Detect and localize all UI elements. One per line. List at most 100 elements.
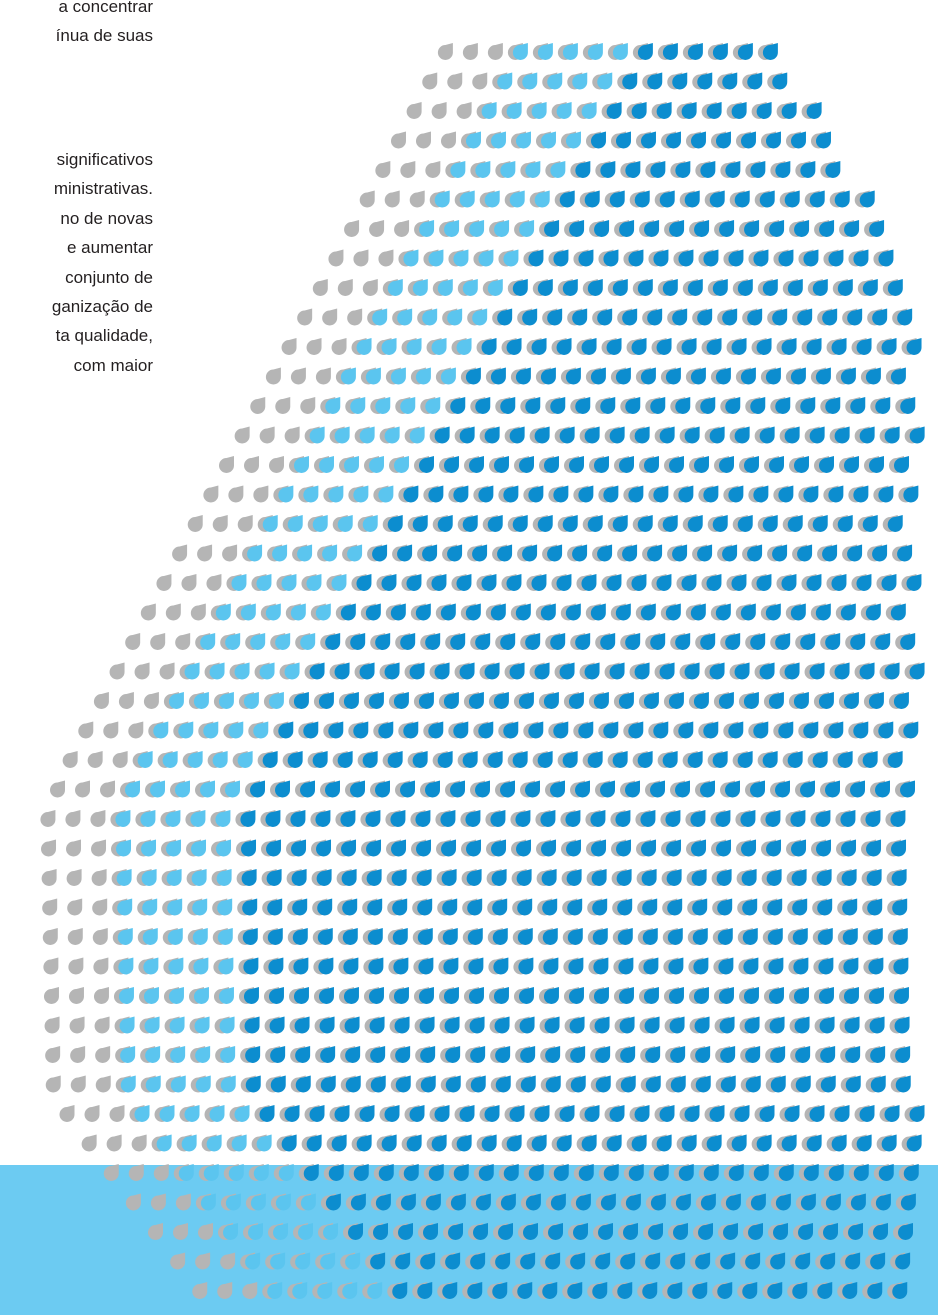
water-drop-shape xyxy=(597,308,613,326)
water-drop-shape xyxy=(406,574,422,591)
water-drop-shape xyxy=(550,780,565,798)
water-drop-shape xyxy=(275,780,290,798)
water-drop-shape xyxy=(295,1046,311,1063)
water-drop-shape xyxy=(447,544,463,562)
water-drop-shape xyxy=(192,898,208,916)
water-drop-shape xyxy=(581,574,597,591)
water-drop-shape xyxy=(743,987,759,1004)
water-drop-shape xyxy=(253,1164,269,1181)
water-drop-shape xyxy=(693,456,709,474)
water-drop-shape xyxy=(803,249,819,267)
water-drop-shape xyxy=(256,1134,272,1152)
water-drop-shape xyxy=(450,780,465,798)
water-drop-shape xyxy=(634,190,650,208)
water-drop-shape xyxy=(375,161,391,178)
water-drop-shape xyxy=(447,72,463,90)
water-drop-shape xyxy=(875,780,891,798)
water-drop-shape xyxy=(642,928,658,946)
water-drop-shape xyxy=(381,1134,397,1152)
water-drop-shape xyxy=(242,1282,258,1300)
water-drop-shape xyxy=(578,249,594,267)
water-drop-shape xyxy=(684,662,700,680)
water-drop-shape xyxy=(425,633,441,651)
water-drop-shape xyxy=(265,810,281,827)
water-drop-shape xyxy=(640,603,656,621)
water-drop-shape xyxy=(884,1105,900,1122)
water-drop-shape xyxy=(59,1105,75,1122)
water-drop-shape xyxy=(306,574,322,591)
water-drop-shape xyxy=(125,780,140,798)
water-drop-shape xyxy=(659,1105,675,1122)
water-drop-shape xyxy=(244,1016,260,1034)
water-drop-shape xyxy=(292,898,308,916)
water-drop-shape xyxy=(320,1075,336,1093)
water-drop-shape xyxy=(153,721,169,739)
water-drop-shape xyxy=(842,928,858,946)
water-drop-shape xyxy=(587,751,603,768)
water-drop-shape xyxy=(390,603,406,621)
water-drop-shape xyxy=(375,780,390,798)
water-drop-shape xyxy=(159,1105,175,1122)
water-drop-shape xyxy=(175,1193,191,1211)
water-drop-shape xyxy=(203,1164,219,1181)
water-drop-shape xyxy=(670,1046,686,1063)
water-drop-shape xyxy=(93,957,109,975)
water-drop-shape xyxy=(840,603,856,621)
water-drop-shape xyxy=(620,1252,636,1270)
water-drop-shape xyxy=(781,338,797,356)
water-drop-shape xyxy=(378,485,394,503)
water-drop-shape xyxy=(681,1134,697,1152)
water-drop-shape xyxy=(594,1016,610,1034)
water-drop-shape xyxy=(120,1046,136,1063)
water-drop-shape xyxy=(825,780,841,798)
water-drop-shape xyxy=(520,1046,536,1063)
water-drop-shape xyxy=(693,987,709,1004)
water-drop-shape xyxy=(100,780,115,798)
water-drop-shape xyxy=(695,1046,711,1063)
water-drop-shape xyxy=(737,43,753,60)
water-drop-shape xyxy=(722,544,738,562)
water-drop-shape xyxy=(245,1075,261,1093)
water-drop-shape xyxy=(409,190,425,208)
water-drop-shape xyxy=(642,898,658,916)
water-drop-shape xyxy=(843,456,859,474)
water-drop-shape xyxy=(659,662,675,680)
water-drop-shape xyxy=(756,338,772,356)
water-drop-shape xyxy=(200,780,215,798)
water-drop-shape xyxy=(94,1016,110,1034)
water-drop-shape xyxy=(142,898,158,916)
water-drop-shape xyxy=(468,987,484,1004)
water-drop-shape xyxy=(512,515,528,532)
water-drop-shape xyxy=(734,190,750,208)
water-drop-shape xyxy=(66,869,82,887)
water-drop-shape xyxy=(625,780,640,798)
water-drop-shape xyxy=(270,1075,286,1093)
water-drop-shape xyxy=(309,662,325,680)
water-drop-shape xyxy=(503,249,519,267)
water-drop-shape xyxy=(592,898,608,916)
water-drop-shape xyxy=(568,692,584,710)
water-drop-shape xyxy=(572,72,588,90)
water-drop-shape xyxy=(518,456,534,474)
water-drop-shape xyxy=(245,1046,261,1063)
water-drop-shape xyxy=(744,220,760,238)
water-drop-shape xyxy=(743,692,759,710)
water-drop-shape xyxy=(628,1164,644,1181)
water-drop-shape xyxy=(540,367,556,385)
water-drop-shape xyxy=(484,1105,500,1122)
water-drop-shape xyxy=(212,751,228,768)
water-drop-shape xyxy=(706,338,722,356)
water-drop-shape xyxy=(778,485,794,503)
water-drop-shape xyxy=(825,633,841,651)
water-drop-shape xyxy=(718,957,734,975)
water-drop-shape xyxy=(617,1282,633,1300)
water-drop-shape xyxy=(644,1016,660,1034)
water-drop-shape xyxy=(840,367,856,385)
water-drop-shape xyxy=(516,839,532,857)
water-drop-shape xyxy=(853,1164,869,1181)
water-drop-shape xyxy=(795,1075,811,1093)
water-drop-shape xyxy=(250,1193,266,1211)
water-drop-shape xyxy=(697,308,713,326)
water-drop-shape xyxy=(156,1134,172,1152)
water-drop-shape xyxy=(128,721,144,739)
